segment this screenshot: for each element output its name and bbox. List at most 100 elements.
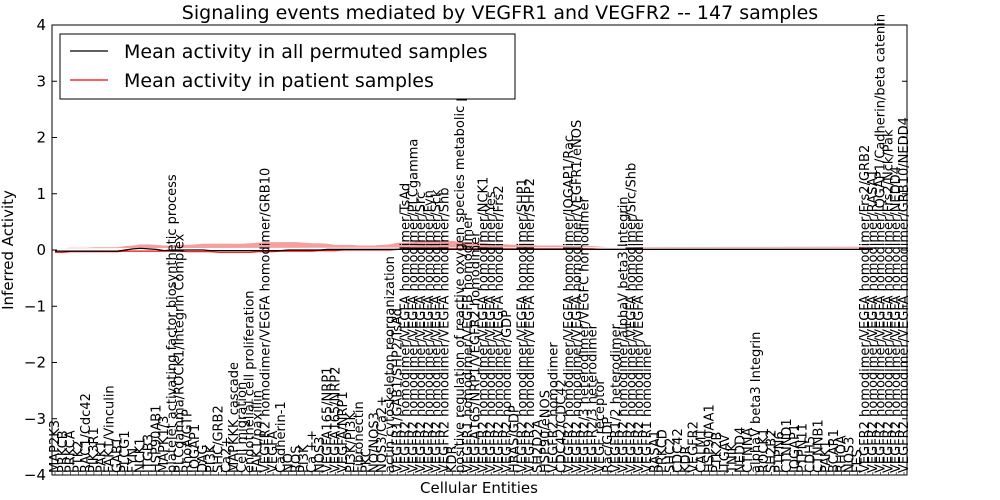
legend-label-patient: Mean activity in patient samples: [124, 70, 434, 92]
x-tick-label: VEGFR2 homodimer/VEGFA homodimer/PLCgamm…: [406, 139, 421, 473]
x-tick-label: PIK3R1: [87, 427, 102, 473]
y-tick-label: −3: [24, 410, 46, 428]
x-tick-label: HSP90AB1: [149, 405, 164, 474]
x-tick-label: CALM1: [695, 428, 710, 473]
x-tick-label: SHC/GRB2: [212, 405, 227, 473]
y-tick-label: 0: [36, 241, 46, 259]
x-tick-label: ITGB3: [142, 434, 157, 473]
legend-box: [59, 33, 516, 100]
x-tick-label: Ca ++: [305, 430, 320, 473]
x-tick-label: PTPN11: [796, 423, 811, 473]
x-tick-label: VEGFR2 homodimer/VEGFA homodimer/Src: [414, 192, 429, 473]
x-tick-label: SH2B2: [765, 430, 780, 474]
x-tick-label: IQGAP1: [188, 424, 203, 473]
x-tick-label: VEGFR2 homodimer/VEGFA homodimer/RASA1: [866, 169, 881, 473]
x-tick-label: Cell migration: [235, 382, 250, 473]
x-tick-label: GAB1: [110, 437, 125, 473]
x-tick-label: VEGFR2 homodimer/VEGFA homodimer/Yes: [484, 191, 499, 473]
x-tick-label: VEGFR2 homodimer/VEGFA homodimer/GRB10/N…: [897, 117, 912, 473]
x-tick-label: NO/NOS3: [367, 412, 382, 473]
x-tick-label: PTK2B: [710, 432, 725, 474]
x-tick-label: VEGFR1/GAB1/SHP2/TsAd: [391, 308, 406, 473]
x-tick-label: PAK1: [819, 440, 834, 473]
patient-spread-band: [55, 241, 873, 249]
x-tick-label: CDC42/CDC42: [554, 379, 569, 473]
x-tick-label: VEGFR2 homodimer/VEGFA homodimer/Src/Shb: [624, 163, 639, 473]
y-tick-label: 4: [36, 16, 46, 34]
x-tick-label: VEGFR2 homodimer/VEGFA homodimer/SHP2: [523, 178, 538, 473]
x-tick-label: RASA1: [648, 430, 663, 473]
x-tick-label: VEGFR2 homodimer/VEGFA homodimer/Fyn: [422, 190, 437, 473]
x-tick-label: VEGFR2 homodimer/VEGFA homodimer/IQGAP1/…: [562, 135, 577, 473]
x-tick-label: VEGFA: [266, 431, 281, 473]
y-tick-label: −4: [24, 466, 46, 484]
x-tick-label: VEGFA165/NRP1/VEGFR2 homodimer: [469, 231, 484, 473]
x-tick-label: alphaV beta3 Integrin: [749, 332, 764, 473]
x-tick-label: VEGFR2 homodimer/VEGFA homodimer/NCK1: [476, 177, 491, 473]
x-tick-labels: MAP2K3PRKCBPRKCAPTK2RAC1/Cdc42PIK3R1PAK1…: [48, 14, 912, 475]
y-axis-label: Inferred Activity: [0, 190, 17, 310]
x-tick-label: RhoA/GTP: [180, 409, 195, 473]
x-tick-label: ITGAV: [718, 434, 733, 473]
x-tick-label: VEGFR1 homodimer/VEGFB homodimer: [461, 215, 476, 473]
x-tick-label: VEGFR2 homodimer/VEGFA homodimer/SHP1: [515, 178, 530, 473]
x-tick-label: HSP90AA1: [702, 404, 717, 473]
x-tick-label: PRKCB: [56, 430, 71, 473]
x-tick-label: PLCG1: [118, 430, 133, 473]
x-tick-label: VEGFR2 homodimer/VEGFA homodimer/GRB10: [258, 168, 273, 473]
x-tick-label: NOS3: [843, 437, 858, 473]
y-tick-label: 1: [36, 185, 46, 203]
x-tick-label: PKC: [360, 448, 375, 473]
x-tick-label: NEDD4: [733, 427, 748, 473]
x-tick-label: VEGFR2: [687, 421, 702, 473]
x-tick-label: actin cytoskeleton reorganization: [383, 256, 398, 473]
x-tick-label: VEGF receptor: [593, 379, 608, 473]
x-tick-label: CTNNB1: [811, 419, 826, 473]
x-tick-label: KDR: [679, 445, 694, 473]
x-tick-label: ROS: [290, 446, 305, 474]
x-tick-label: VEGFR2 homodimer/VEGFA homodimer: [632, 216, 647, 473]
chart-title: Signaling events mediated by VEGFR1 and …: [182, 2, 818, 24]
x-tick-label: VEGFA/NRP1: [336, 391, 351, 473]
x-tick-label: PRKCD: [656, 429, 671, 473]
x-tick-label: VEGFR1 homodimer: [640, 342, 655, 473]
x-tick-label: NO: [282, 453, 297, 473]
legend-label-permuted: Mean activity in all permuted samples: [124, 41, 487, 63]
y-tick-label: 3: [36, 72, 46, 90]
x-tick-label: KDR: [445, 445, 460, 473]
x-tick-label: platelet activating factor biosynthetic …: [165, 174, 180, 473]
x-tick-label: FAK1/Vinculin: [103, 385, 118, 473]
x-tick-label: VEGFR1/2 heterodimer: [609, 323, 624, 473]
series-layer: [55, 247, 873, 253]
x-tick-label: Fibronectin: [352, 401, 367, 473]
x-tick-label: SH2D2A: [531, 419, 546, 473]
x-tick-label: Cadherin-1: [274, 401, 289, 473]
x-tick-label: HRAS/GDP: [508, 405, 523, 473]
x-tick-label: PTK2: [71, 440, 86, 473]
x-tick-label: NOS3: [313, 436, 328, 472]
x-tick-label: SHC2: [663, 438, 678, 473]
x-tick-label: VEGFR2 homodimer/VEGFA homodimer/Shb: [437, 187, 452, 472]
x-tick-label: VEGFR2/3 heterodimer/VEGFC homodimer: [578, 197, 593, 474]
x-tick-label: VEGFA165/NRP2: [328, 367, 343, 473]
x-tick-label: VEGFR2 homodimer/alphaV beta3 Integrin: [617, 196, 632, 473]
x-tick-label: Ca2+: [219, 437, 234, 473]
x-tick-label: PI3K/Pl3K: [344, 411, 359, 473]
x-tick-label: PTPN6: [772, 431, 787, 473]
x-tick-label: VEGFR2 homodimer/VEGFA homodimer/IQGAP1/…: [874, 14, 889, 473]
y-axis: −4 −3 −2 −1 0 1 2 3 4: [24, 16, 907, 484]
x-tick-label: VEGFR2/3 heterodimer: [585, 323, 600, 473]
y-tick-label: −1: [24, 297, 46, 315]
spread-layer: [55, 241, 873, 249]
x-tick-label: FES: [850, 449, 865, 473]
x-tick-label: PI3K: [297, 444, 312, 473]
x-tick-label: VEGFR2 homodimer: [547, 342, 562, 473]
x-tick-label: MAP2K3: [48, 420, 63, 473]
x-tick-label: FYN: [126, 448, 141, 473]
y-tick-label: 2: [36, 129, 46, 147]
x-tick-label: VEGFR2 homodimer/VEGFA homodimer/Frs2/Nc…: [881, 129, 896, 473]
x-tick-label: NOS3/Ca2+: [375, 396, 390, 473]
x-tick-label: VEGFR2 homodimer/VEGFA homodimer/VEGFR1/…: [570, 120, 585, 473]
x-tick-label: TNIK: [726, 442, 741, 473]
